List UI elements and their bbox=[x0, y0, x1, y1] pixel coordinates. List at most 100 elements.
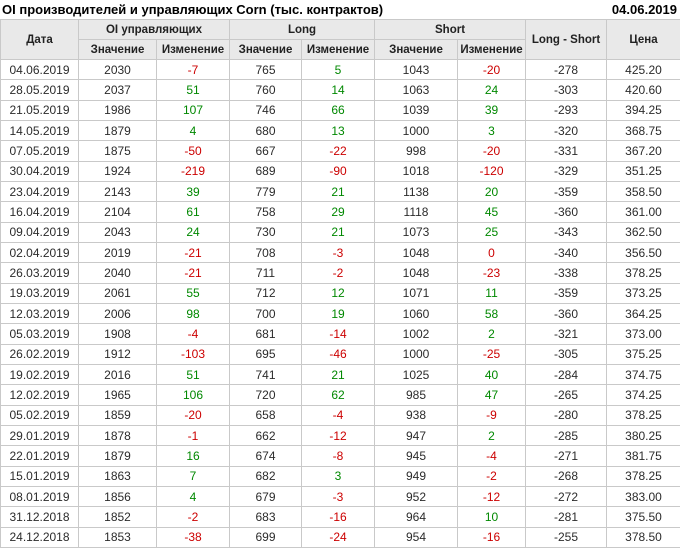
table-row: 23.04.2019 2143 39 779 21 1138 20 -359 358.50 bbox=[0, 180, 680, 203]
col-group-long: Long bbox=[228, 19, 376, 40]
title-bar: OI производителей и управляющих Corn (ты… bbox=[0, 0, 680, 19]
date-cell: 04.06.2019 bbox=[0, 58, 79, 81]
table-row: 19.03.2019 2061 55 712 12 1071 11 -359 373.25 bbox=[0, 282, 680, 304]
value-cell: -278 bbox=[525, 58, 608, 81]
date-cell: 09.04.2019 bbox=[0, 221, 79, 243]
value-cell: 1060 bbox=[374, 302, 459, 325]
value-cell: 375.50 bbox=[606, 506, 680, 528]
value-cell: 373.00 bbox=[606, 323, 680, 345]
value-cell: 1000 bbox=[374, 343, 459, 365]
value-cell: 420.60 bbox=[606, 79, 680, 101]
date-cell: 07.05.2019 bbox=[0, 140, 79, 162]
date-cell: 21.05.2019 bbox=[0, 99, 79, 121]
value-cell: 378.25 bbox=[606, 262, 680, 284]
table-row: 29.01.2019 1878 -1 662 -12 947 2 -285 380.25 bbox=[0, 424, 680, 447]
date-cell: 05.02.2019 bbox=[0, 404, 79, 426]
cot-table: Дата OI управляющих Long Short Long - Sh… bbox=[0, 19, 680, 548]
date-cell: 31.12.2018 bbox=[0, 506, 79, 528]
value-cell: 1073 bbox=[374, 221, 459, 243]
change-cell: 10 bbox=[457, 506, 527, 528]
change-cell: 24 bbox=[156, 221, 230, 243]
value-cell: 954 bbox=[374, 526, 459, 548]
value-cell: -255 bbox=[525, 526, 608, 548]
value-cell: 758 bbox=[229, 201, 302, 223]
value-cell: -343 bbox=[525, 221, 608, 243]
change-cell: 51 bbox=[156, 79, 230, 101]
change-cell: -4 bbox=[156, 323, 230, 345]
value-cell: 362.50 bbox=[606, 221, 680, 243]
change-cell: 3 bbox=[457, 119, 527, 142]
value-cell: -320 bbox=[525, 119, 608, 142]
table-row: 26.03.2019 2040 -21 711 -2 1048 -23 -338 378.25 bbox=[0, 262, 680, 284]
table-row: 07.05.2019 1875 -50 667 -22 998 -20 -331 367.20 bbox=[0, 140, 680, 162]
change-cell: -3 bbox=[300, 241, 376, 264]
date-cell: 05.03.2019 bbox=[0, 323, 79, 345]
value-cell: 1924 bbox=[78, 160, 157, 182]
value-cell: 730 bbox=[229, 221, 302, 243]
change-cell: 58 bbox=[457, 302, 527, 325]
table-row: 19.02.2019 2016 51 741 21 1025 40 -284 374.75 bbox=[0, 363, 680, 386]
table-row: 24.12.2018 1853 -38 699 -24 954 -16 -255 378.50 bbox=[0, 526, 680, 548]
value-cell: 712 bbox=[229, 282, 302, 304]
col-header-long-short: Long - Short bbox=[525, 19, 608, 60]
value-cell: 947 bbox=[374, 424, 459, 447]
value-cell: 425.20 bbox=[606, 58, 680, 81]
value-cell: 779 bbox=[229, 180, 302, 203]
table-row: 31.12.2018 1852 -2 683 -16 964 10 -281 375.50 bbox=[0, 506, 680, 528]
change-cell: -20 bbox=[156, 404, 230, 426]
change-cell: 21 bbox=[300, 221, 376, 243]
table-row: 09.04.2019 2043 24 730 21 1073 25 -343 362.50 bbox=[0, 221, 680, 243]
value-cell: 381.75 bbox=[606, 445, 680, 467]
table-row: 14.05.2019 1879 4 680 13 1000 3 -320 368.75 bbox=[0, 119, 680, 142]
value-cell: 2061 bbox=[78, 282, 157, 304]
change-cell: -50 bbox=[156, 140, 230, 162]
value-cell: -360 bbox=[525, 302, 608, 325]
value-cell: 380.25 bbox=[606, 424, 680, 447]
change-cell: 61 bbox=[156, 201, 230, 223]
date-cell: 16.04.2019 bbox=[0, 201, 79, 223]
value-cell: 683 bbox=[229, 506, 302, 528]
change-cell: -9 bbox=[457, 404, 527, 426]
change-cell: 107 bbox=[156, 99, 230, 121]
change-cell: 45 bbox=[457, 201, 527, 223]
value-cell: 682 bbox=[229, 465, 302, 487]
col-header-date: Дата bbox=[0, 19, 79, 60]
value-cell: -268 bbox=[525, 465, 608, 487]
table-row: 28.05.2019 2037 51 760 14 1063 24 -303 420.60 bbox=[0, 79, 680, 101]
value-cell: 1875 bbox=[78, 140, 157, 162]
value-cell: 358.50 bbox=[606, 180, 680, 203]
value-cell: 1018 bbox=[374, 160, 459, 182]
table-row: 05.02.2019 1859 -20 658 -4 938 -9 -280 378.25 bbox=[0, 404, 680, 426]
table-row: 22.01.2019 1879 16 674 -8 945 -4 -271 381.75 bbox=[0, 445, 680, 467]
value-cell: 1039 bbox=[374, 99, 459, 121]
value-cell: 1002 bbox=[374, 323, 459, 345]
value-cell: 367.20 bbox=[606, 140, 680, 162]
change-cell: -16 bbox=[300, 506, 376, 528]
change-cell: 25 bbox=[457, 221, 527, 243]
change-cell: -25 bbox=[457, 343, 527, 365]
value-cell: 1879 bbox=[78, 445, 157, 467]
change-cell: -2 bbox=[156, 506, 230, 528]
value-cell: 2006 bbox=[78, 302, 157, 325]
change-cell: 21 bbox=[300, 180, 376, 203]
value-cell: -340 bbox=[525, 241, 608, 264]
value-cell: 741 bbox=[229, 363, 302, 386]
date-cell: 26.03.2019 bbox=[0, 262, 79, 284]
value-cell: 1118 bbox=[374, 201, 459, 223]
value-cell: 1878 bbox=[78, 424, 157, 447]
date-cell: 19.02.2019 bbox=[0, 363, 79, 386]
value-cell: 394.25 bbox=[606, 99, 680, 121]
change-cell: -12 bbox=[457, 485, 527, 508]
value-cell: -331 bbox=[525, 140, 608, 162]
change-cell: 55 bbox=[156, 282, 230, 304]
table-row: 30.04.2019 1924 -219 689 -90 1018 -120 -329 351.… bbox=[0, 160, 680, 182]
value-cell: -360 bbox=[525, 201, 608, 223]
value-cell: -305 bbox=[525, 343, 608, 365]
value-cell: 378.25 bbox=[606, 465, 680, 487]
table-row: 12.03.2019 2006 98 700 19 1060 58 -360 364.25 bbox=[0, 302, 680, 325]
change-cell: -46 bbox=[300, 343, 376, 365]
value-cell: 2143 bbox=[78, 180, 157, 203]
value-cell: -281 bbox=[525, 506, 608, 528]
value-cell: -359 bbox=[525, 180, 608, 203]
change-cell: -3 bbox=[300, 485, 376, 508]
